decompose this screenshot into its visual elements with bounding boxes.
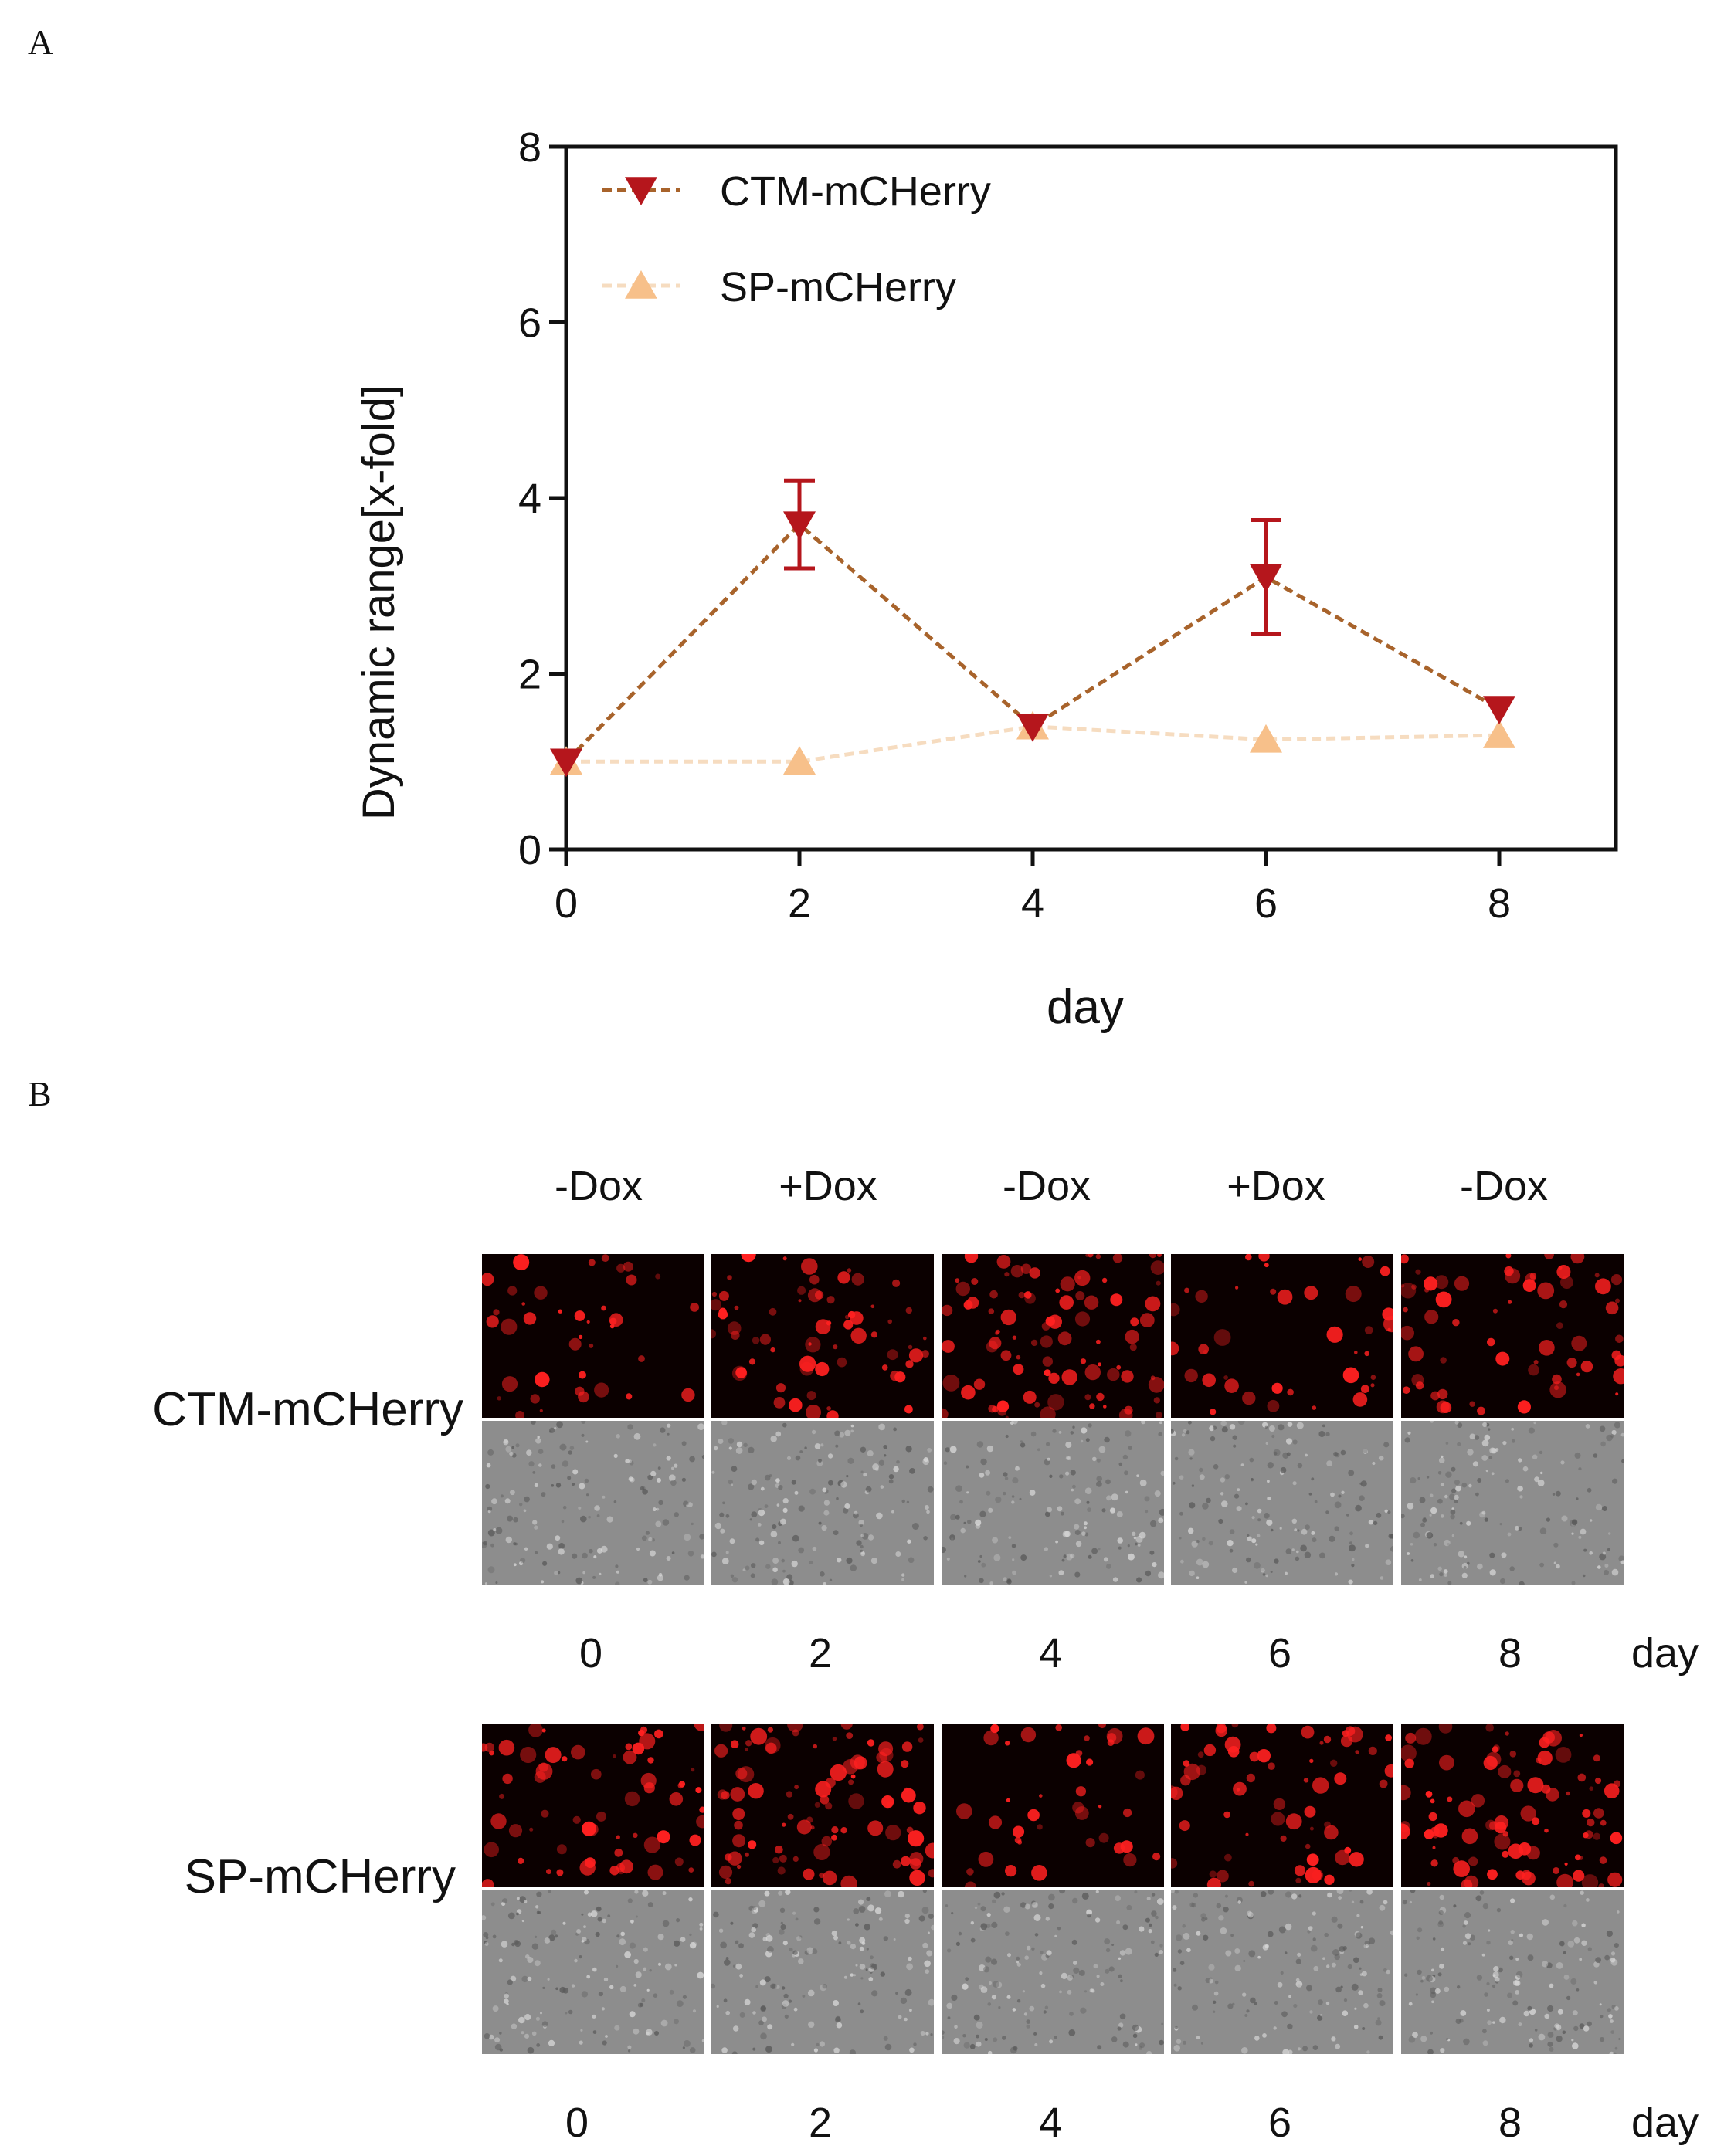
- data-point: [783, 511, 816, 541]
- sp-brightfield-day4: [942, 1890, 1164, 2054]
- sp-day-label-0: 0: [565, 2100, 589, 2146]
- ctm-fluorescence-day2: [711, 1254, 934, 1418]
- data-point: [550, 748, 582, 778]
- y-axis-label: Dynamic range[x-fold]: [354, 385, 404, 820]
- ctm-brightfield-day4: [942, 1421, 1164, 1585]
- legend-label: SP-mCHerry: [720, 264, 956, 310]
- sp-day-label-8: 8: [1498, 2100, 1522, 2146]
- sp-day-label-4: 4: [1038, 2100, 1063, 2146]
- data-point: [1016, 713, 1049, 742]
- ctm-day-label-8: 8: [1498, 1630, 1522, 1676]
- y-tick-label: 4: [518, 476, 541, 522]
- x-tick-label: 0: [555, 880, 578, 927]
- data-point: [1483, 696, 1515, 724]
- legend-marker: [625, 270, 657, 299]
- ctm-day-label-0: 0: [579, 1630, 603, 1676]
- series-line: [566, 724, 1500, 764]
- ctm-brightfield-day0: [482, 1421, 704, 1585]
- row-label-ctm: CTM-mCHerry: [152, 1383, 463, 1436]
- ctm-day-unit: day: [1631, 1630, 1699, 1676]
- sp-brightfield-day2: [711, 1890, 934, 2054]
- ctm-brightfield-day8: [1401, 1421, 1624, 1585]
- y-tick-label: 8: [518, 124, 541, 171]
- row-label-sp: SP-mCHerry: [184, 1850, 456, 1903]
- x-tick-label: 4: [1021, 880, 1044, 927]
- panel-a-label: A: [28, 22, 54, 62]
- chart-legend: CTM-mCHerry SP-mCHerry: [602, 168, 991, 310]
- ctm-fluorescence-day4: [942, 1254, 1164, 1418]
- data-point: [1250, 564, 1282, 593]
- condition-label-3: -Dox: [1002, 1163, 1091, 1209]
- sp-day-label-2: 2: [808, 2100, 833, 2146]
- sp-brightfield-day6: [1171, 1890, 1393, 2054]
- x-tick-label: 8: [1488, 880, 1511, 927]
- condition-label-1: -Dox: [554, 1163, 643, 1209]
- legend-marker: [625, 177, 657, 205]
- ctm-day-label-4: 4: [1038, 1630, 1063, 1676]
- chart-series: [550, 478, 1515, 778]
- condition-label-4: +Dox: [1227, 1163, 1325, 1209]
- x-tick-label: 6: [1254, 880, 1278, 927]
- ctm-fluorescence-day0: [482, 1254, 704, 1418]
- ctm-brightfield-day6: [1171, 1421, 1393, 1585]
- y-tick-label: 2: [518, 652, 541, 698]
- sp-day-label-6: 6: [1268, 2100, 1292, 2146]
- chart-axes: 0 2 4 6 8 0 2 4 6 8: [518, 124, 1618, 927]
- sp-fluorescence-day6: [1171, 1724, 1393, 1887]
- y-tick-label: 6: [518, 300, 541, 347]
- plot-frame: [564, 144, 1618, 852]
- series-CTM-mCHerry: [550, 478, 1515, 778]
- sp-fluorescence-day0: [482, 1724, 704, 1887]
- ctm-day-label-6: 6: [1268, 1630, 1292, 1676]
- series-line: [565, 521, 1501, 764]
- data-point: [1250, 724, 1282, 753]
- sp-brightfield-day8: [1401, 1890, 1624, 2054]
- legend-label: CTM-mCHerry: [720, 168, 991, 215]
- condition-label-5: -Dox: [1459, 1163, 1548, 1209]
- ctm-fluorescence-day8: [1401, 1254, 1624, 1418]
- data-point: [783, 746, 816, 775]
- y-tick-label: 0: [518, 827, 541, 873]
- sp-fluorescence-day2: [711, 1724, 934, 1887]
- panel-b-label: B: [28, 1074, 52, 1114]
- sp-brightfield-day0: [482, 1890, 704, 2054]
- sp-fluorescence-day4: [942, 1724, 1164, 1887]
- sp-day-unit: day: [1631, 2100, 1699, 2146]
- line-chart: 0 2 4 6 8 0 2 4 6 8 CTM-mCHerry SP-mCHerry Dynamic…: [354, 124, 1618, 1034]
- ctm-fluorescence-day6: [1171, 1254, 1393, 1418]
- x-axis-label: day: [1047, 981, 1124, 1034]
- x-tick-label: 2: [788, 880, 811, 927]
- sp-fluorescence-day8: [1401, 1724, 1624, 1887]
- ctm-brightfield-day2: [711, 1421, 934, 1585]
- data-point: [1483, 720, 1515, 748]
- ctm-day-label-2: 2: [808, 1630, 833, 1676]
- condition-label-2: +Dox: [779, 1163, 877, 1209]
